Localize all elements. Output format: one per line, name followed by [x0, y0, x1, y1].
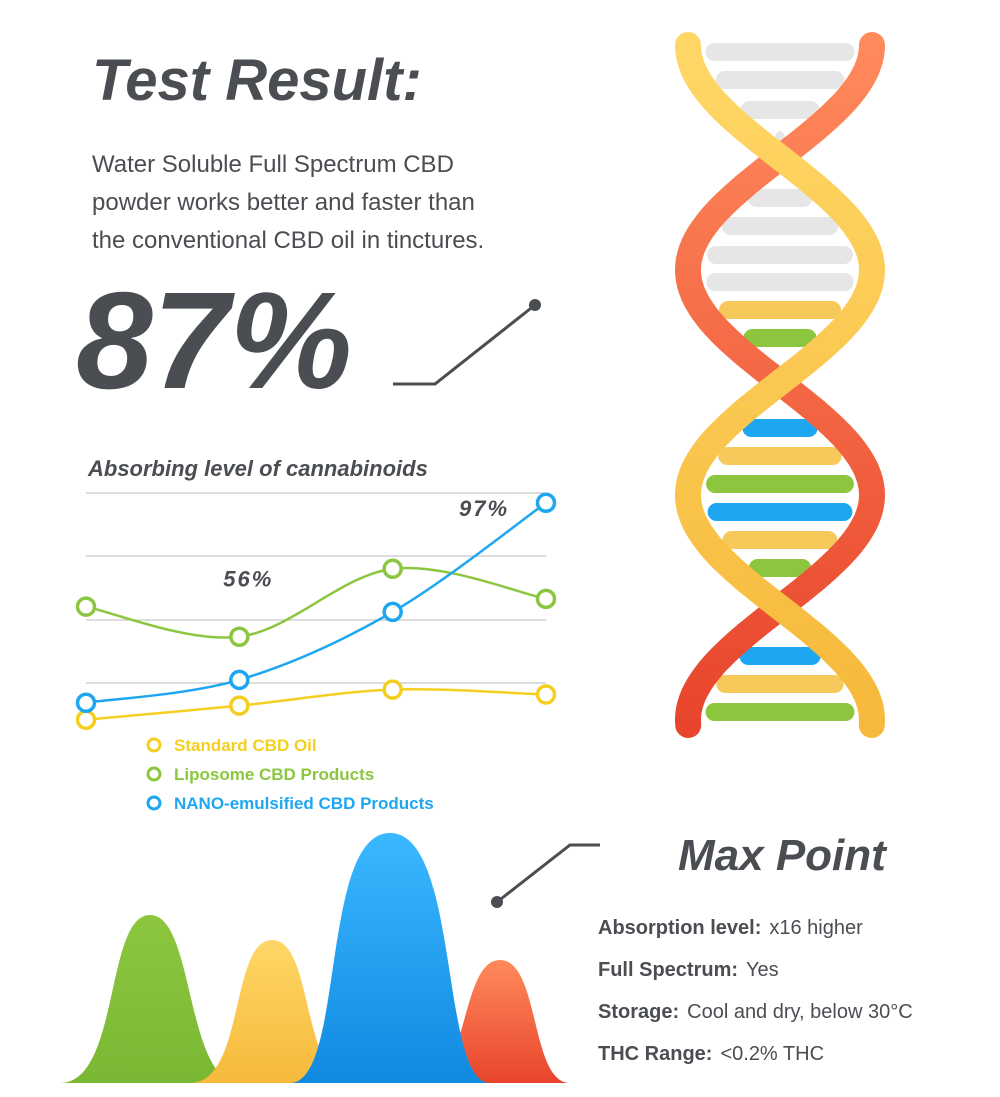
dna-rung — [721, 217, 839, 235]
data-point — [75, 692, 97, 713]
connector-dot — [529, 299, 541, 311]
data-point — [75, 596, 97, 617]
series-line — [85, 688, 547, 721]
legend-marker — [146, 737, 162, 753]
description-line: the conventional CBD oil in tinctures. — [92, 227, 484, 254]
description-line: powder works better and faster than — [92, 189, 475, 216]
bell-curves — [60, 833, 570, 1083]
dna-rung — [716, 675, 844, 693]
spec-label: Absorption level: — [598, 917, 761, 939]
title: Test Result: — [92, 48, 422, 113]
data-point — [382, 601, 403, 623]
legend-label: Liposome CBD Products — [174, 765, 374, 784]
data-point — [535, 492, 557, 514]
chart-title: Absorbing level of cannabinoids — [87, 456, 428, 481]
data-point — [229, 695, 250, 716]
max-point-title: Max Point — [678, 831, 888, 880]
data-point — [75, 709, 97, 730]
data-point — [229, 669, 250, 691]
data-point — [535, 684, 557, 705]
dna-rung — [748, 559, 812, 577]
spec-value: Cool and dry, below 30°C — [687, 1001, 913, 1023]
spec-row: THC Range: <0.2% THC — [598, 1043, 824, 1065]
series-line — [85, 501, 547, 704]
spec-row: Absorption level: x16 higher — [598, 917, 863, 939]
highlight-value: 87% — [76, 264, 352, 418]
plot: Standard CBD Oil 56% Liposome CBD Products… — [75, 492, 557, 813]
data-point — [535, 588, 557, 610]
bell — [190, 940, 355, 1083]
dna-rung — [706, 273, 854, 291]
spec-value: Yes — [746, 959, 779, 981]
dna-rung — [740, 101, 820, 119]
legend-label: NANO-emulsified CBD Products — [174, 794, 434, 813]
dna-rung — [739, 647, 821, 665]
dna-rung — [707, 246, 853, 264]
spec-label: Storage: — [598, 1001, 679, 1023]
specs: Absorption level: x16 higher Full Spectrum… — [598, 917, 913, 1065]
bell — [60, 915, 240, 1083]
spec-label: Full Spectrum: — [598, 959, 738, 981]
dna-rung — [705, 43, 855, 61]
dna-rung — [718, 301, 842, 319]
data-label: 97% — [459, 496, 509, 521]
dna-rung — [747, 189, 813, 207]
legend-marker — [146, 795, 162, 811]
spec-label: THC Range: — [598, 1043, 712, 1065]
spec-row: Full Spectrum: Yes — [598, 959, 779, 981]
dna-rung — [705, 703, 855, 721]
data-point — [382, 558, 403, 580]
bell — [290, 833, 490, 1083]
connector — [393, 303, 536, 386]
dna-rung — [706, 475, 854, 493]
data-point — [382, 679, 403, 700]
spec-value: <0.2% THC — [720, 1043, 824, 1065]
connector-dot — [491, 896, 503, 908]
dna-strand — [674, 32, 886, 738]
dna-rung — [722, 531, 838, 549]
dna-rung — [743, 329, 817, 347]
legend-marker — [146, 766, 162, 782]
dna-rung — [718, 447, 842, 465]
data-label: 56% — [223, 567, 273, 592]
dna-illustration — [674, 32, 886, 738]
description-line: Water Soluble Full Spectrum CBD — [92, 151, 454, 178]
dna-rung — [707, 503, 853, 521]
dna-rung — [715, 71, 845, 89]
data-point — [229, 626, 250, 647]
spec-value: x16 higher — [769, 917, 863, 939]
grid — [86, 492, 546, 684]
dna-rung — [742, 419, 818, 437]
legend-label: Standard CBD Oil — [174, 736, 317, 755]
series-line — [85, 566, 547, 639]
connector — [496, 843, 600, 904]
spec-row: Storage: Cool and dry, below 30°C — [598, 1001, 913, 1023]
